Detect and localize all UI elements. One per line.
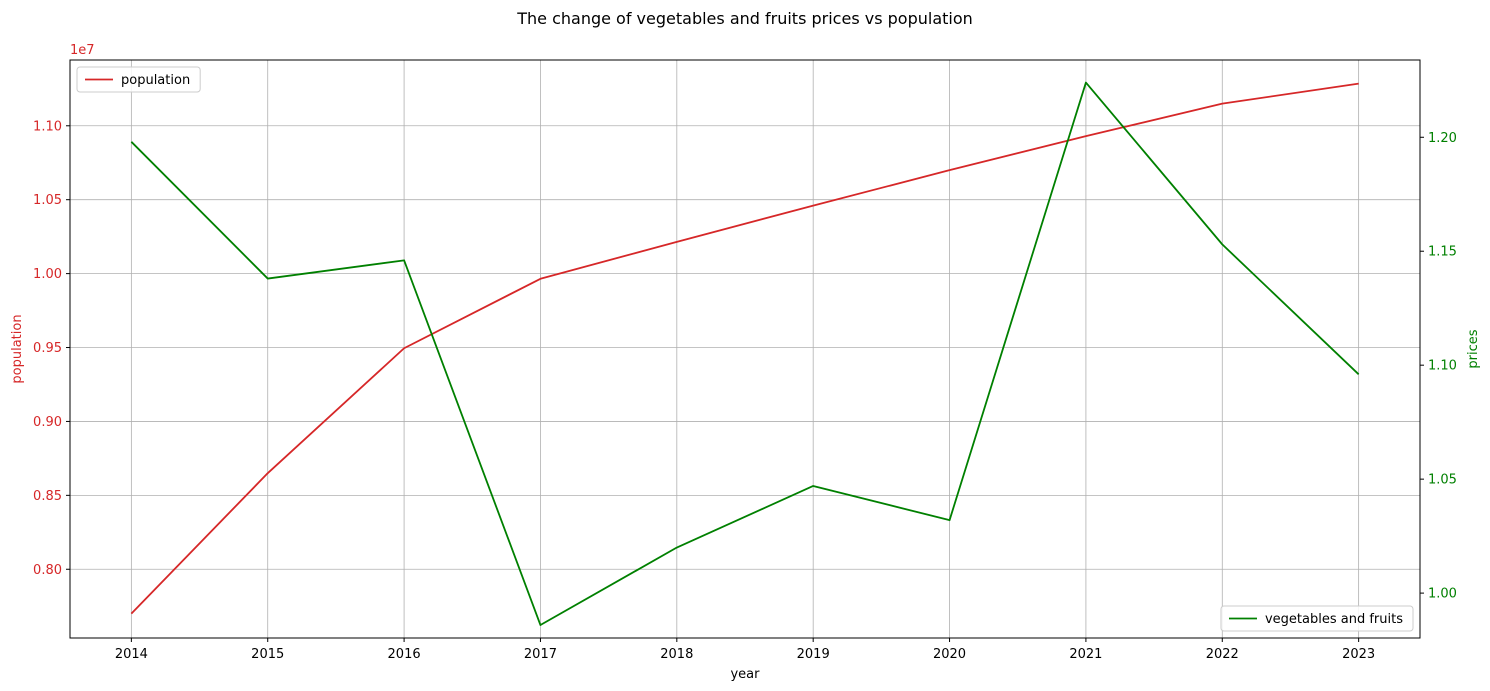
chart-title: The change of vegetables and fruits pric… bbox=[516, 9, 973, 28]
legend-population: population bbox=[76, 66, 201, 93]
x-tick-label: 2018 bbox=[660, 647, 693, 662]
left-y-tick-label: 0.95 bbox=[33, 341, 62, 356]
x-tick-label: 2016 bbox=[388, 647, 421, 662]
legend-label: population bbox=[121, 73, 190, 88]
x-tick-label: 2020 bbox=[933, 647, 966, 662]
legend-prices: vegetables and fruits bbox=[1220, 605, 1414, 632]
x-tick-label: 2021 bbox=[1069, 647, 1102, 662]
left-y-tick-label: 0.90 bbox=[33, 415, 62, 430]
population-line bbox=[130, 82, 1359, 615]
left-y-tick-label: 1.10 bbox=[33, 119, 62, 134]
right-y-tick-label: 1.20 bbox=[1428, 131, 1457, 146]
x-tick-label: 2014 bbox=[115, 647, 148, 662]
right-y-tick-label: 1.10 bbox=[1428, 359, 1457, 374]
left-y-tick-label: 0.85 bbox=[33, 489, 62, 504]
legends: population vegetables and fruits bbox=[76, 66, 1414, 632]
legend-label: vegetables and fruits bbox=[1265, 612, 1403, 627]
x-tick-label: 2023 bbox=[1342, 647, 1375, 662]
series-lines bbox=[130, 81, 1360, 626]
x-axis-label: year bbox=[730, 667, 760, 682]
x-tick-label: 2015 bbox=[251, 647, 284, 662]
legend-box bbox=[76, 66, 201, 93]
right-axis-label: prices bbox=[1466, 329, 1481, 368]
legend-box bbox=[1220, 605, 1414, 632]
right-y-tick-label: 1.05 bbox=[1428, 473, 1457, 488]
left-axis-offset-text: 1e7 bbox=[70, 43, 95, 58]
left-y-tick-label: 0.80 bbox=[33, 563, 62, 578]
x-tick-label: 2017 bbox=[524, 647, 557, 662]
left-y-tick-label: 1.05 bbox=[33, 193, 62, 208]
prices-line bbox=[130, 81, 1360, 626]
right-y-tick-label: 1.00 bbox=[1428, 587, 1457, 602]
grid bbox=[70, 60, 1420, 638]
axes: 2014 2015 2016 2017 2018 2019 2020 2021 2022 2023… bbox=[33, 119, 1457, 662]
right-y-tick-label: 1.15 bbox=[1428, 245, 1457, 260]
left-axis-label: population bbox=[10, 314, 25, 383]
plot-area-frame bbox=[69, 59, 1421, 639]
x-tick-label: 2022 bbox=[1206, 647, 1239, 662]
left-y-tick-label: 1.00 bbox=[33, 267, 62, 282]
x-tick-label: 2019 bbox=[797, 647, 830, 662]
